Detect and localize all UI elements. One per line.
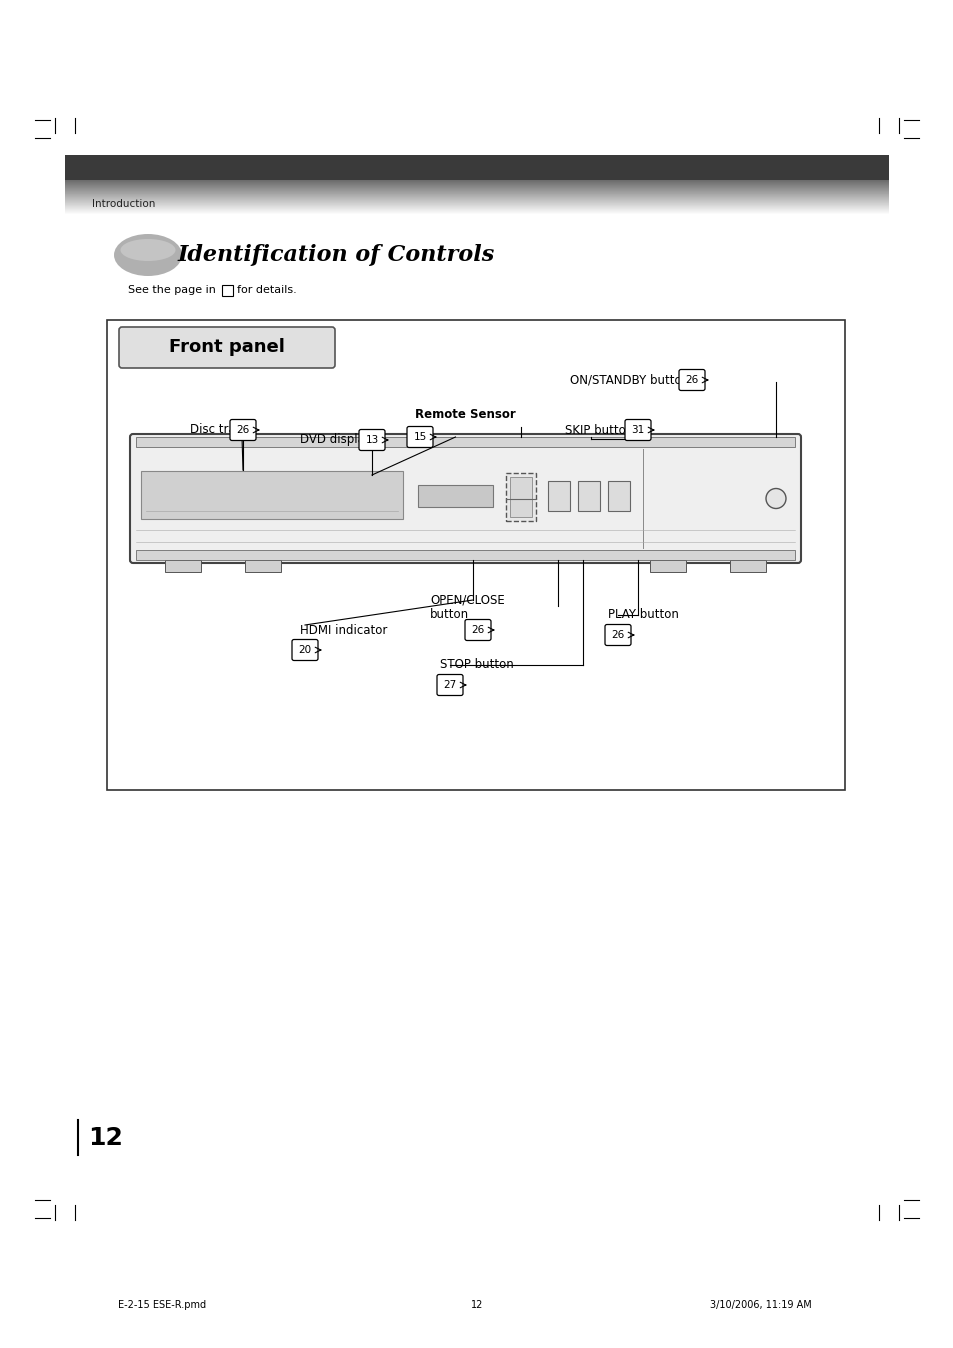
Text: 13: 13 (365, 435, 378, 445)
Bar (141, 470, 402, 519)
Text: Remote Sensor: Remote Sensor (415, 408, 516, 422)
FancyBboxPatch shape (292, 639, 317, 661)
Text: HDMI indicator: HDMI indicator (299, 624, 387, 636)
Bar (245, 559, 281, 572)
Bar (136, 437, 794, 448)
Text: Identification of Controls: Identification of Controls (178, 244, 495, 266)
Text: 26: 26 (684, 375, 698, 386)
FancyBboxPatch shape (130, 434, 801, 563)
Bar (165, 559, 201, 572)
Text: 12: 12 (88, 1126, 123, 1150)
Text: Front panel: Front panel (169, 338, 285, 356)
Circle shape (765, 488, 785, 508)
Bar (222, 284, 233, 297)
Bar (417, 484, 493, 507)
Text: ON/STANDBY button: ON/STANDBY button (569, 373, 688, 387)
Text: Introduction: Introduction (91, 200, 155, 209)
Text: 31: 31 (631, 425, 644, 435)
Bar (578, 480, 599, 511)
Text: button: button (430, 608, 469, 620)
Text: Disc tray: Disc tray (190, 423, 242, 437)
Text: 20: 20 (298, 644, 312, 655)
Bar (107, 319, 844, 790)
FancyBboxPatch shape (624, 419, 650, 441)
FancyBboxPatch shape (358, 430, 385, 450)
FancyBboxPatch shape (464, 620, 491, 640)
FancyBboxPatch shape (679, 369, 704, 391)
Bar (729, 559, 765, 572)
FancyBboxPatch shape (407, 426, 433, 448)
Text: See the page in: See the page in (128, 284, 215, 295)
Text: 27: 27 (443, 679, 456, 690)
Text: SKIP buttons: SKIP buttons (564, 423, 639, 437)
Text: for details.: for details. (236, 284, 296, 295)
Text: 15: 15 (413, 431, 426, 442)
Ellipse shape (120, 239, 175, 262)
Bar (505, 473, 536, 520)
Text: 3/10/2006, 11:19 AM: 3/10/2006, 11:19 AM (709, 1299, 811, 1310)
Text: PLAY button: PLAY button (607, 608, 679, 621)
Bar (607, 480, 629, 511)
FancyBboxPatch shape (230, 419, 255, 441)
FancyBboxPatch shape (436, 674, 462, 696)
Text: 26: 26 (611, 630, 624, 640)
FancyBboxPatch shape (604, 624, 630, 646)
Bar (547, 480, 569, 511)
Text: 12: 12 (471, 1299, 482, 1310)
FancyBboxPatch shape (119, 328, 335, 368)
Text: 26: 26 (236, 425, 250, 435)
Bar (510, 476, 532, 516)
Text: 26: 26 (471, 625, 484, 635)
Ellipse shape (113, 235, 182, 276)
Text: E-2-15 ESE-R.pmd: E-2-15 ESE-R.pmd (118, 1299, 206, 1310)
Bar (136, 550, 794, 559)
Bar (649, 559, 685, 572)
Text: OPEN/CLOSE: OPEN/CLOSE (430, 593, 504, 607)
Text: STOP button: STOP button (439, 659, 514, 671)
Bar (65, 155, 888, 181)
Text: DVD display: DVD display (299, 434, 372, 446)
